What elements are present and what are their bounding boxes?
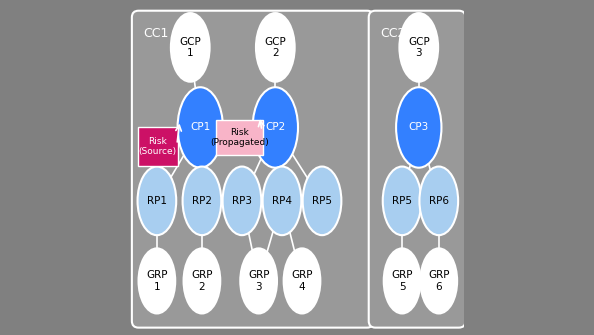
Ellipse shape <box>284 248 320 314</box>
Ellipse shape <box>303 166 342 235</box>
Text: GRP
1: GRP 1 <box>146 270 168 292</box>
Ellipse shape <box>138 248 175 314</box>
Ellipse shape <box>182 166 222 235</box>
FancyBboxPatch shape <box>216 120 263 155</box>
Text: CC2: CC2 <box>380 27 406 41</box>
Text: GCP
3: GCP 3 <box>408 37 429 58</box>
Text: CC1: CC1 <box>144 27 169 41</box>
Ellipse shape <box>171 13 210 82</box>
Ellipse shape <box>396 87 441 168</box>
Ellipse shape <box>263 166 301 235</box>
FancyBboxPatch shape <box>138 127 178 166</box>
Ellipse shape <box>256 13 295 82</box>
Text: RP6: RP6 <box>429 196 449 206</box>
Text: RP4: RP4 <box>272 196 292 206</box>
Text: RP1: RP1 <box>147 196 167 206</box>
Ellipse shape <box>223 166 261 235</box>
Ellipse shape <box>399 13 438 82</box>
FancyBboxPatch shape <box>369 11 466 328</box>
Ellipse shape <box>252 87 298 168</box>
Text: RP3: RP3 <box>232 196 252 206</box>
Ellipse shape <box>421 248 457 314</box>
Ellipse shape <box>184 248 220 314</box>
Text: Risk
(Source): Risk (Source) <box>138 137 177 156</box>
Text: GRP
6: GRP 6 <box>428 270 450 292</box>
Text: CP3: CP3 <box>409 123 429 132</box>
Text: GRP
2: GRP 2 <box>191 270 213 292</box>
Text: GCP
1: GCP 1 <box>179 37 201 58</box>
Text: CP1: CP1 <box>190 123 210 132</box>
Text: CP2: CP2 <box>265 123 286 132</box>
FancyBboxPatch shape <box>132 11 374 328</box>
Text: GCP
2: GCP 2 <box>264 37 286 58</box>
Text: RP5: RP5 <box>312 196 332 206</box>
Text: GRP
5: GRP 5 <box>391 270 413 292</box>
Ellipse shape <box>178 87 223 168</box>
Text: RP5: RP5 <box>392 196 412 206</box>
Ellipse shape <box>138 166 176 235</box>
Text: Risk
(Propagated): Risk (Propagated) <box>210 128 269 147</box>
Text: GRP
3: GRP 3 <box>248 270 270 292</box>
Text: GRP
4: GRP 4 <box>291 270 313 292</box>
Ellipse shape <box>419 166 458 235</box>
Ellipse shape <box>383 166 421 235</box>
Ellipse shape <box>384 248 421 314</box>
Text: RP2: RP2 <box>192 196 212 206</box>
Ellipse shape <box>241 248 277 314</box>
